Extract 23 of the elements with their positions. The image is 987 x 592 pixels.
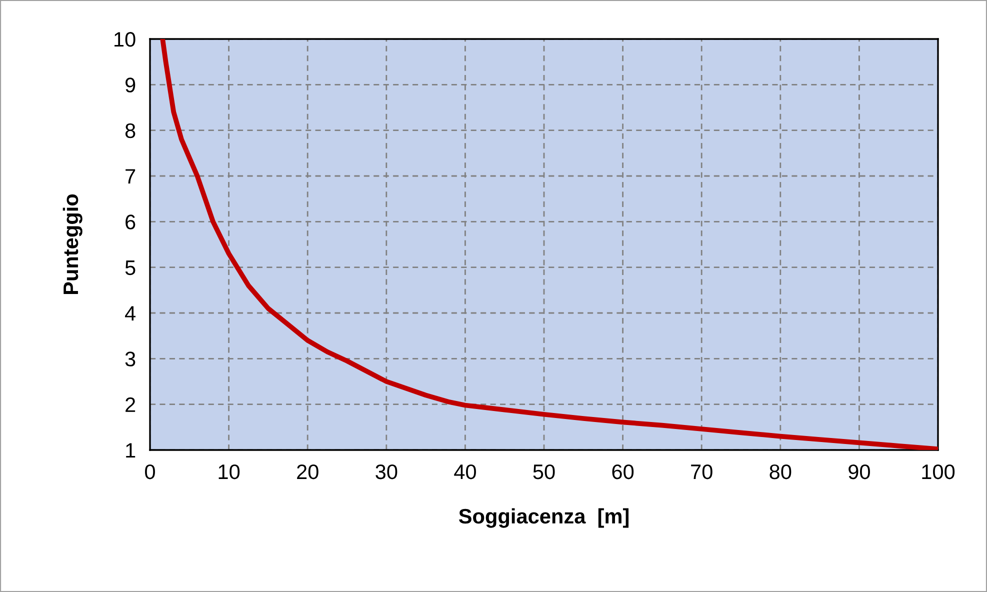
x-tick-label: 0 — [145, 464, 155, 480]
y-tick-label: 9 — [126, 78, 136, 92]
x-tick-label: 100 — [922, 464, 955, 480]
y-tick-label: 6 — [126, 214, 136, 230]
x-axis-title: Soggiacenza [m] — [458, 508, 628, 528]
y-axis-title: Punteggio — [62, 194, 82, 294]
y-tick-label: 2 — [126, 397, 136, 412]
x-tick-label: 40 — [454, 464, 476, 480]
x-tick-label: 90 — [848, 464, 870, 480]
y-tick-label: 1 — [126, 443, 136, 458]
x-tick-label: 30 — [376, 464, 398, 480]
y-tick-label: 4 — [125, 306, 136, 321]
x-tick-label: 80 — [770, 464, 792, 480]
y-tick-label: 8 — [125, 123, 136, 138]
y-tick-label: 5 — [125, 260, 136, 276]
x-tick-label: 70 — [691, 464, 712, 480]
y-tick-label: 3 — [125, 352, 136, 366]
x-tick-label: 60 — [612, 464, 634, 480]
y-tick-label: 7 — [126, 169, 136, 184]
x-tick-label: 10 — [218, 464, 240, 480]
x-tick-label: 50 — [533, 464, 555, 480]
x-tick-label: 20 — [297, 464, 318, 480]
y-tick-label: 10 — [114, 32, 136, 47]
